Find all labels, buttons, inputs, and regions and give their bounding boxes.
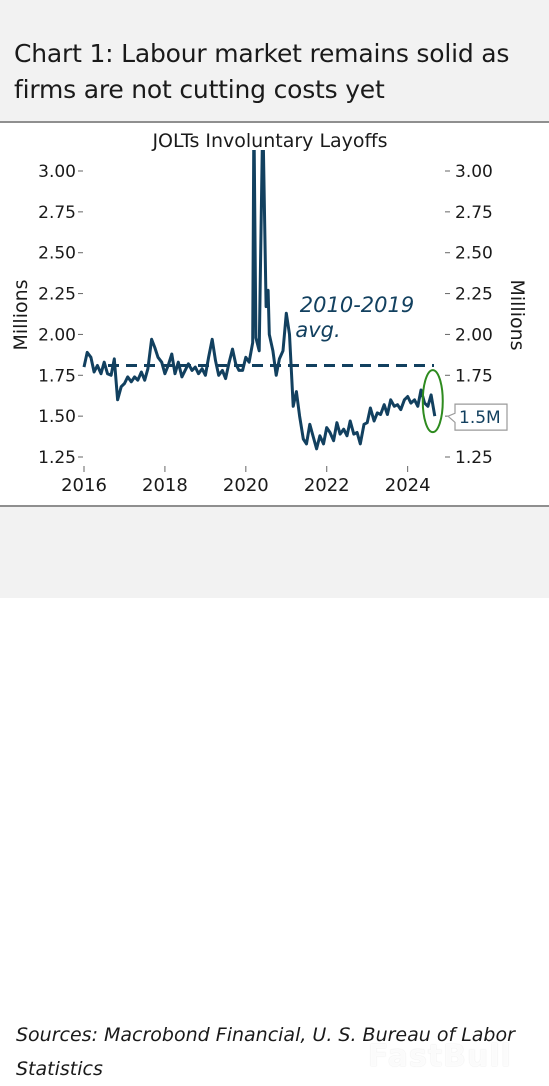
y-tick-label-right: 1.25 [455, 448, 493, 468]
y-axis-label-right: Millions [506, 279, 528, 350]
x-tick-label: 2016 [61, 475, 107, 496]
chart-header: Chart 1: Labour market remains solid as … [0, 0, 549, 122]
y-tick-label-left: 2.75 [38, 203, 76, 223]
chart-heading: Chart 1: Labour market remains solid as … [14, 36, 539, 108]
chart-card: Chart 1: Labour market remains solid as … [0, 0, 549, 598]
series-line [84, 123, 435, 449]
y-tick-label-left: 3.00 [38, 162, 76, 182]
y-tick-label-left: 1.25 [38, 448, 76, 468]
y-tick-label-right: 2.25 [455, 285, 493, 305]
reference-line-label-avg: avg. [295, 318, 340, 342]
y-tick-label-right: 2.75 [455, 203, 493, 223]
plot-panel: JOLTs Involuntary Layoffs Millions Milli… [0, 123, 549, 506]
line-chart: JOLTs Involuntary Layoffs Millions Milli… [0, 123, 549, 506]
y-axis-label-left: Millions [10, 279, 32, 350]
x-tick-label: 2022 [304, 475, 350, 496]
x-axis: 2016 2018 2020 2022 2024 [61, 466, 430, 496]
watermark-logo: FastBull [368, 1039, 512, 1074]
y-tick-label-right: 2.00 [455, 325, 493, 345]
chart-footer: Sources: Macrobond Financial, U. S. Bure… [0, 507, 549, 598]
latest-value-label: 1.5M [459, 408, 501, 428]
y-tick-label-left: 2.00 [38, 325, 76, 345]
y-tick-label-left: 1.75 [38, 366, 76, 386]
y-tick-label-right: 1.75 [455, 366, 493, 386]
y-axis-left: 1.25 1.50 1.75 2.00 2.25 2.50 2.75 3.00 [38, 162, 83, 468]
y-tick-label-left: 1.50 [38, 407, 76, 427]
y-tick-label-right: 2.50 [455, 244, 493, 264]
y-tick-label-left: 2.50 [38, 244, 76, 264]
x-tick-label: 2018 [142, 475, 188, 496]
y-tick-label-left: 2.25 [38, 285, 76, 305]
reference-line-label: 2010-2019 [300, 293, 414, 317]
chart-title: JOLTs Involuntary Layoffs [151, 130, 387, 152]
y-tick-label-right: 3.00 [455, 162, 493, 182]
x-tick-label: 2024 [385, 475, 431, 496]
x-tick-label: 2020 [223, 475, 269, 496]
